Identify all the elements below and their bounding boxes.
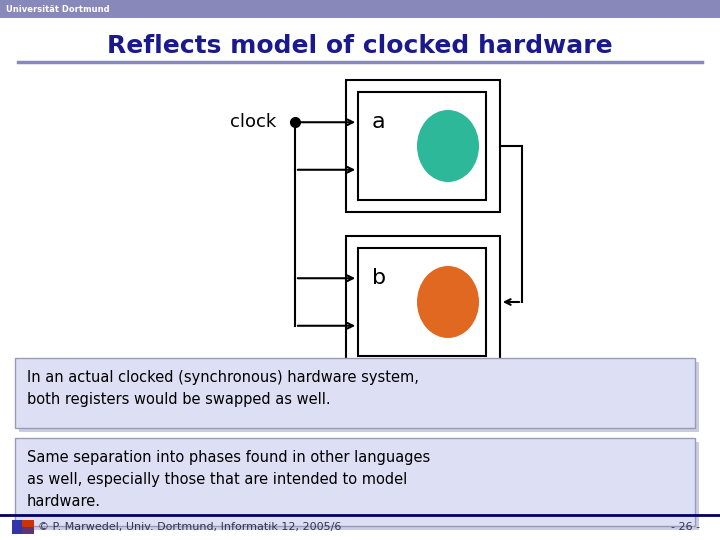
Bar (12, 527, 34, 534)
Bar (15, 438, 695, 526)
Bar (12, 520, 34, 534)
Bar (15, 358, 695, 428)
Text: a: a (372, 112, 386, 132)
Bar (12, 520, 22, 534)
Ellipse shape (417, 266, 479, 338)
Bar (346, 80, 500, 212)
Bar (346, 236, 500, 368)
Text: Same separation into phases found in other languages
as well, especially those t: Same separation into phases found in oth… (27, 450, 431, 509)
Bar (358, 248, 486, 356)
Bar (19, 362, 699, 432)
Text: © P. Marwedel, Univ. Dortmund, Informatik 12, 2005/6: © P. Marwedel, Univ. Dortmund, Informati… (38, 522, 341, 532)
Bar (0, 0, 720, 18)
Text: - 26 -: - 26 - (671, 522, 700, 532)
Text: Reflects model of clocked hardware: Reflects model of clocked hardware (107, 34, 613, 58)
Text: Universität Dortmund: Universität Dortmund (6, 4, 109, 14)
Text: b: b (372, 268, 386, 288)
Text: In an actual clocked (synchronous) hardware system,
both registers would be swap: In an actual clocked (synchronous) hardw… (27, 370, 419, 407)
Bar (19, 442, 699, 530)
Text: clock: clock (230, 113, 276, 131)
Bar (358, 92, 486, 200)
Ellipse shape (417, 110, 479, 182)
